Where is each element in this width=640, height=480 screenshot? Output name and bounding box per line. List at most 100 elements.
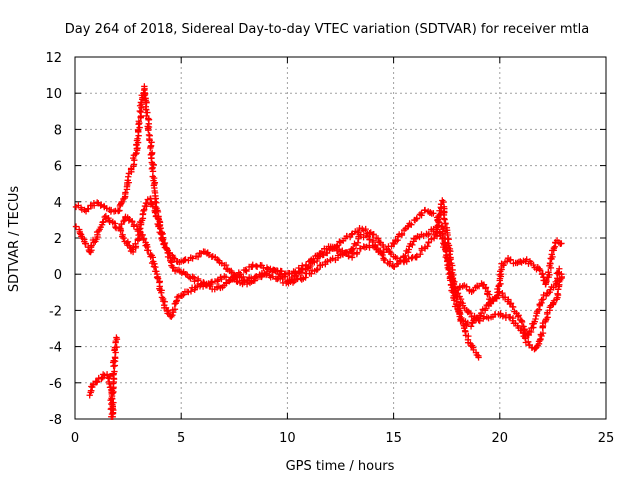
data-point: [132, 240, 139, 248]
data-point: [145, 126, 152, 134]
data-point: [173, 298, 180, 305]
data-point: [525, 338, 532, 346]
data-point: [144, 109, 151, 116]
data-point: [143, 99, 150, 106]
series-track-e: [86, 334, 121, 421]
data-point: [503, 258, 511, 265]
data-point: [554, 290, 561, 297]
data-point: [189, 273, 196, 280]
data-point: [408, 221, 415, 228]
data-point: [150, 263, 158, 270]
data-point: [475, 316, 482, 324]
data-point: [151, 209, 159, 216]
data-point: [456, 313, 463, 320]
data-point: [450, 297, 458, 304]
data-point: [101, 213, 108, 221]
data-point: [538, 296, 545, 304]
data-point: [187, 288, 195, 295]
data-point: [107, 206, 115, 214]
chart-title: Day 264 of 2018, Sidereal Day-to-day VTE…: [65, 22, 589, 37]
data-point: [405, 255, 412, 262]
series-track-d: [454, 237, 565, 307]
data-point: [435, 218, 443, 226]
data-point: [99, 219, 106, 226]
data-point: [444, 257, 451, 264]
data-point: [117, 200, 125, 207]
data-point: [495, 282, 503, 289]
data-point: [157, 230, 165, 237]
data-point: [189, 255, 196, 262]
data-point: [441, 216, 448, 223]
data-point: [507, 300, 515, 307]
data-point: [135, 118, 143, 125]
x-tick-label: 20: [492, 431, 509, 446]
data-point: [424, 243, 431, 250]
data-point: [499, 289, 506, 297]
data-point: [402, 252, 409, 260]
data-point: [438, 235, 446, 243]
data-point: [430, 210, 437, 217]
data-point: [150, 161, 157, 168]
data-point: [242, 266, 249, 274]
data-point: [500, 262, 507, 269]
data-point: [155, 221, 162, 229]
data-point: [427, 209, 434, 216]
data-point: [170, 264, 177, 271]
data-point: [161, 239, 169, 247]
axis-ticks: 0 5 10 15 20 25 -8 -6 -4 -2 0 2 4 6 8 10 12: [45, 51, 614, 446]
data-point: [240, 273, 247, 281]
data-point: [476, 317, 483, 325]
data-point: [413, 252, 421, 260]
data-point: [379, 251, 386, 259]
data-point: [85, 205, 92, 213]
data-point: [353, 249, 361, 256]
x-axis-label: GPS time / hours: [286, 459, 395, 474]
x-tick-label: 0: [71, 431, 79, 446]
data-point: [354, 239, 362, 246]
data-point: [555, 286, 562, 293]
data-point: [139, 231, 146, 239]
data-point: [364, 233, 372, 240]
data-point: [538, 332, 545, 340]
data-point: [456, 284, 463, 291]
data-point: [441, 246, 449, 253]
data-point: [413, 215, 421, 222]
data-point: [451, 278, 458, 285]
data-point: [349, 246, 356, 254]
data-point: [243, 267, 250, 275]
y-tick-label: 2: [54, 232, 62, 247]
data-point: [467, 323, 475, 330]
data-point: [308, 270, 315, 277]
data-point: [543, 277, 550, 285]
data-point: [94, 378, 101, 385]
y-tick-label: 8: [54, 123, 62, 138]
y-tick-label: 4: [54, 196, 62, 211]
grid: [75, 57, 606, 419]
data-point: [486, 295, 493, 303]
data-point: [502, 314, 510, 321]
data-point: [251, 277, 258, 284]
data-point: [398, 230, 406, 237]
data-points: [72, 83, 566, 421]
data-point: [119, 233, 126, 240]
data-point: [421, 206, 429, 214]
data-point: [292, 268, 299, 276]
data-point: [130, 221, 138, 228]
data-point: [509, 303, 517, 311]
data-point: [558, 271, 565, 278]
data-point: [417, 251, 424, 258]
data-point: [466, 309, 474, 317]
data-point: [252, 262, 260, 270]
data-point: [507, 256, 514, 263]
data-point: [535, 306, 543, 313]
y-tick-label: 12: [45, 51, 62, 66]
data-point: [556, 265, 563, 272]
data-point: [366, 230, 373, 237]
data-point: [546, 259, 554, 267]
data-point: [278, 268, 285, 275]
data-point: [199, 283, 207, 290]
data-point: [442, 220, 449, 228]
x-tick-label: 10: [279, 431, 296, 446]
data-point: [482, 284, 490, 291]
